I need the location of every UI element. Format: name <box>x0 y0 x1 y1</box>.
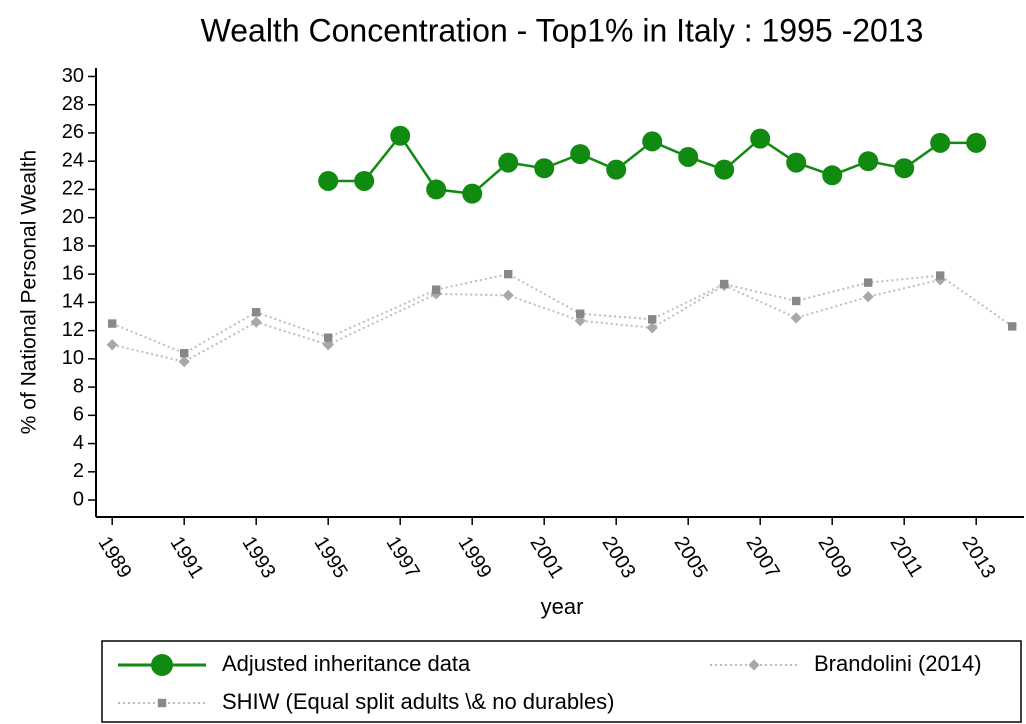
marker <box>498 152 519 173</box>
marker <box>574 315 586 327</box>
marker <box>790 312 802 324</box>
y-tick-label: 12 <box>62 319 84 341</box>
marker <box>426 179 447 200</box>
y-tick-label: 28 <box>62 93 84 115</box>
x-tick-label: 2011 <box>885 533 926 581</box>
marker <box>792 296 801 306</box>
x-tick-label: 2009 <box>813 533 855 582</box>
x-tick-label: 2005 <box>669 533 711 582</box>
marker <box>178 356 190 368</box>
y-tick-label: 2 <box>73 460 84 482</box>
y-tick-label: 30 <box>62 65 84 87</box>
marker <box>180 349 189 358</box>
marker <box>936 271 945 280</box>
marker <box>534 158 555 179</box>
y-tick-label: 18 <box>62 234 84 256</box>
chart-title: Wealth Concentration - Top1% in Italy : … <box>201 12 924 48</box>
marker <box>106 339 118 351</box>
marker <box>252 308 261 317</box>
marker <box>157 698 167 708</box>
marker <box>250 316 262 328</box>
marker <box>462 183 483 204</box>
marker <box>432 285 441 294</box>
marker <box>648 315 657 324</box>
y-tick-label: 8 <box>73 375 84 397</box>
marker <box>714 159 735 180</box>
y-tick-label: 20 <box>62 206 84 228</box>
marker <box>678 146 699 167</box>
y-tick-label: 16 <box>62 262 84 284</box>
marker <box>108 319 117 328</box>
marker <box>930 132 951 153</box>
y-tick-label: 14 <box>62 291 84 313</box>
series-line <box>111 273 1013 355</box>
marker <box>720 279 729 289</box>
x-axis-label: year <box>541 594 584 619</box>
legend-label: SHIW (Equal split adults \& no durables) <box>222 689 615 714</box>
series-line <box>111 278 941 363</box>
marker <box>1008 322 1017 331</box>
x-tick-label: 2013 <box>957 533 999 582</box>
x-tick-label: 2003 <box>597 533 639 582</box>
marker <box>786 152 807 173</box>
x-tick-label: 1989 <box>93 533 135 582</box>
marker <box>318 170 339 191</box>
marker <box>390 125 411 146</box>
x-tick-label: 2001 <box>525 533 567 582</box>
marker <box>748 659 760 671</box>
x-tick-label: 1991 <box>165 533 207 582</box>
marker <box>606 159 627 180</box>
y-tick-label: 6 <box>73 404 84 426</box>
x-tick-label: 1993 <box>237 533 279 582</box>
marker <box>894 158 915 179</box>
legend-label: Adjusted inheritance data <box>222 651 471 676</box>
y-tick-label: 24 <box>62 149 84 171</box>
marker <box>966 132 987 153</box>
marker <box>934 274 946 286</box>
marker <box>504 269 513 279</box>
y-tick-label: 22 <box>62 178 84 200</box>
y-axis-label: % of National Personal Wealth <box>18 150 41 434</box>
legend-label: Brandolini (2014) <box>814 651 982 676</box>
marker <box>354 170 375 191</box>
marker <box>864 278 873 287</box>
marker <box>570 144 591 165</box>
marker <box>822 165 843 186</box>
marker <box>322 339 334 351</box>
marker <box>862 291 874 303</box>
y-tick-label: 0 <box>73 488 84 510</box>
marker <box>324 333 333 342</box>
marker <box>576 309 585 318</box>
x-tick-label: 1995 <box>309 533 351 582</box>
x-tick-label: 2007 <box>741 533 783 582</box>
x-tick-label: 1997 <box>381 533 423 582</box>
legend-box <box>101 640 1022 723</box>
marker <box>858 151 879 172</box>
y-tick-label: 4 <box>73 432 84 454</box>
marker <box>646 322 658 334</box>
marker <box>430 288 442 300</box>
x-tick-label: 1999 <box>453 533 495 582</box>
marker <box>642 131 663 152</box>
y-tick-label: 10 <box>62 347 84 369</box>
marker <box>502 289 514 301</box>
marker <box>151 654 173 676</box>
y-tick-label: 26 <box>62 121 84 143</box>
marker <box>750 128 771 149</box>
